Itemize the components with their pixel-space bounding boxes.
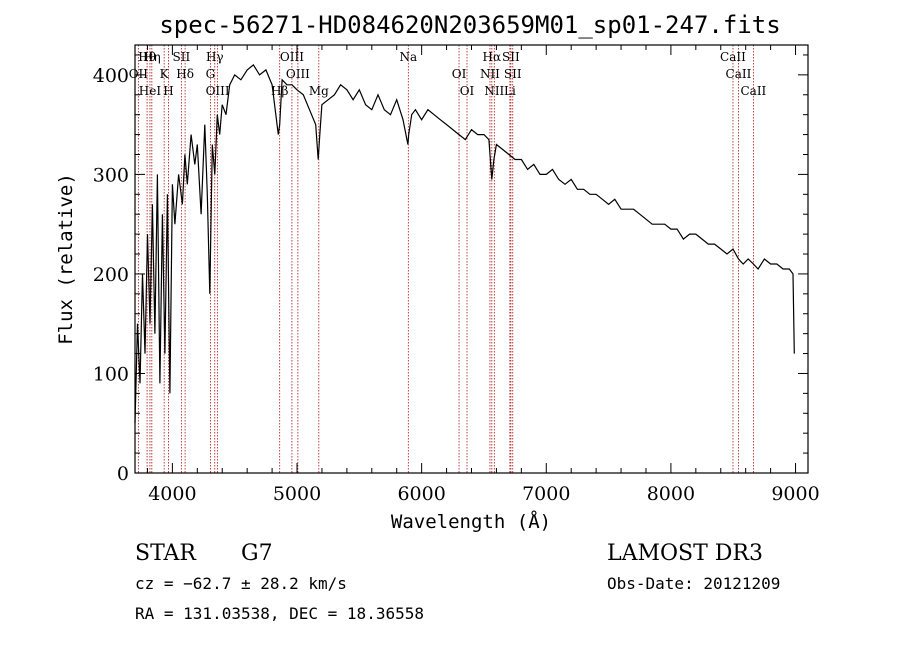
line-label-5: H xyxy=(163,84,173,98)
line-label-22: SII xyxy=(504,67,522,81)
line-label-15: Na xyxy=(399,50,417,64)
x-tick-label-5: 9000 xyxy=(771,483,819,505)
line-label-20: NII xyxy=(484,84,504,98)
line-label-10: G xyxy=(206,67,216,81)
line-label-21: SII xyxy=(502,50,520,64)
line-label-3: Hη xyxy=(143,50,161,64)
x-tick-label-2: 6000 xyxy=(397,483,445,505)
line-label-14: Mg xyxy=(309,84,329,98)
line-label-25: CaII xyxy=(726,67,752,81)
line-label-19: NII xyxy=(480,67,500,81)
x-tick-label-3: 7000 xyxy=(522,483,570,505)
y-axis-label: Flux (relative) xyxy=(55,173,77,345)
line-label-1: OII xyxy=(129,67,149,81)
emission-line-markers xyxy=(137,45,754,473)
y-tick-label-2: 200 xyxy=(93,264,129,286)
line-label-6: SII xyxy=(173,50,191,64)
line-label-12: OIII xyxy=(280,50,304,64)
y-tick-label-0: 0 xyxy=(117,463,129,485)
line-label-7: Hδ xyxy=(176,67,194,81)
x-tick-label-1: 5000 xyxy=(273,483,321,505)
x-axis-ticks: 4000 5000 6000 7000 8000 9000 xyxy=(146,45,820,505)
line-label-9: Hγ xyxy=(206,50,224,64)
y-tick-label-4: 400 xyxy=(93,65,129,87)
spectral-subclass: G7 xyxy=(241,541,273,566)
x-tick-label-0: 4000 xyxy=(148,483,196,505)
chart-title: spec-56271-HD084620N203659M01_sp01-247.f… xyxy=(159,11,780,39)
line-label-17: OI xyxy=(460,84,475,98)
line-label-18: Hα xyxy=(483,50,502,64)
redshift-readout: cz = −62.7 ± 28.2 km/s xyxy=(135,574,347,593)
x-axis-label: Wavelength (Å) xyxy=(391,510,551,533)
x-tick-label-4: 8000 xyxy=(647,483,695,505)
line-label-26: CaII xyxy=(740,84,766,98)
line-label-13: OIII xyxy=(286,67,310,81)
line-label-8: OIII xyxy=(206,84,230,98)
plot-frame xyxy=(134,44,809,474)
spectrum-line xyxy=(134,64,795,424)
observation-date: Obs-Date: 20121209 xyxy=(607,574,780,593)
coordinates-readout: RA = 131.03538, DEC = 18.36558 xyxy=(135,604,424,623)
line-label-4: K xyxy=(160,67,170,81)
line-label-24: CaII xyxy=(720,50,746,64)
y-tick-label-1: 100 xyxy=(93,363,129,385)
y-tick-label-3: 300 xyxy=(93,164,129,186)
survey-name: LAMOST DR3 xyxy=(607,541,763,566)
line-label-0: Hθ xyxy=(138,50,156,64)
emission-line-labels: Hθ OII HeI Hη KH SII Hδ OIII Hγ G Hβ OIII OIII Mg Na OI… xyxy=(129,50,767,98)
line-label-2: HeI xyxy=(139,84,162,98)
line-label-11: Hβ xyxy=(271,84,288,98)
object-class: STAR xyxy=(135,541,197,566)
line-label-23: Li xyxy=(504,84,516,98)
line-label-16: OI xyxy=(452,67,467,81)
y-axis-ticks: 0 100 200 300 400 xyxy=(93,54,808,485)
